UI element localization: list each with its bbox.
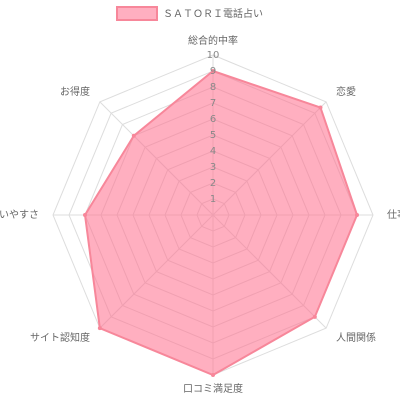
category-label: 口コミ満足度 bbox=[183, 382, 243, 395]
data-point bbox=[211, 373, 215, 377]
category-label: 使いやすさ bbox=[0, 208, 39, 221]
r-tick-label: 2 bbox=[210, 178, 216, 189]
data-point bbox=[355, 213, 359, 217]
data-point bbox=[211, 69, 215, 73]
category-label: 恋愛 bbox=[336, 85, 356, 98]
r-tick-label: 5 bbox=[210, 130, 216, 141]
legend-label: ＳＡＴＯＲＩ電話占い bbox=[163, 7, 263, 20]
data-point bbox=[83, 213, 87, 217]
category-label: お得度 bbox=[60, 85, 90, 98]
category-label: 人間関係 bbox=[336, 332, 376, 344]
r-tick-label: 1 bbox=[210, 194, 216, 205]
data-point bbox=[131, 133, 136, 138]
category-label: 総合的中率 bbox=[188, 34, 238, 47]
data-point bbox=[318, 105, 323, 110]
legend-swatch bbox=[116, 6, 158, 21]
data-area bbox=[83, 69, 359, 377]
r-tick-label: 10 bbox=[207, 50, 220, 61]
category-label: 仕事 bbox=[387, 208, 400, 221]
r-tick-label: 7 bbox=[210, 98, 216, 109]
legend: ＳＡＴＯＲＩ電話占い bbox=[116, 6, 263, 21]
r-tick-label: 4 bbox=[210, 146, 216, 157]
data-point bbox=[312, 314, 317, 319]
data-point bbox=[97, 326, 102, 331]
r-tick-label: 3 bbox=[210, 162, 216, 173]
r-tick-label: 6 bbox=[210, 114, 216, 125]
r-tick-label: 9 bbox=[210, 66, 216, 77]
r-tick-label: 8 bbox=[210, 82, 216, 93]
category-label: サイト認知度 bbox=[30, 331, 90, 344]
